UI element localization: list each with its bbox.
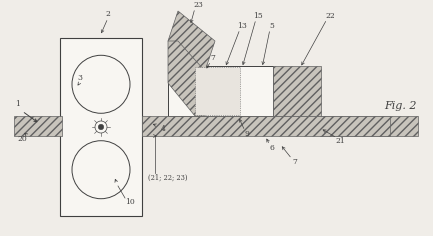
Text: 1: 1	[16, 100, 20, 108]
Bar	[195, 67, 240, 115]
Text: 2: 2	[106, 10, 110, 18]
Text: 7: 7	[210, 54, 216, 62]
Text: 15: 15	[253, 12, 263, 20]
Bar	[320, 116, 418, 136]
Text: 22: 22	[325, 12, 335, 20]
Text: 6: 6	[270, 144, 275, 152]
Text: 21: 21	[335, 137, 345, 145]
Circle shape	[95, 121, 107, 133]
Text: 23: 23	[193, 1, 203, 9]
Polygon shape	[168, 11, 215, 71]
Text: 5: 5	[270, 22, 275, 30]
Text: 7: 7	[293, 158, 297, 166]
Circle shape	[72, 55, 130, 113]
Polygon shape	[168, 41, 205, 116]
Text: 3: 3	[78, 74, 83, 82]
Bar	[168, 66, 273, 116]
Bar	[60, 38, 142, 216]
Text: (21; 22; 23): (21; 22; 23)	[148, 174, 188, 182]
Text: 9: 9	[245, 130, 249, 138]
Text: Fig. 2: Fig. 2	[384, 101, 416, 111]
Text: 10: 10	[125, 198, 135, 206]
Text: 4: 4	[161, 125, 165, 133]
Circle shape	[98, 124, 103, 130]
Bar	[142, 116, 390, 136]
Bar	[273, 66, 321, 116]
Circle shape	[72, 141, 130, 199]
Text: 13: 13	[237, 22, 247, 30]
Text: 20: 20	[17, 135, 27, 143]
Bar	[14, 116, 62, 136]
